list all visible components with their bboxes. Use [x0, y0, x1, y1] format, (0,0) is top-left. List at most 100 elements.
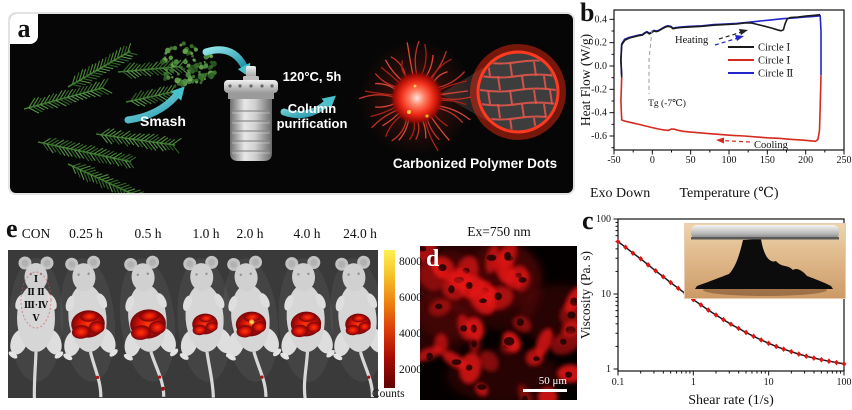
- cell-nucleus: [486, 254, 497, 261]
- particle-core: [390, 71, 444, 125]
- data-point: [826, 358, 832, 365]
- data-point: [773, 343, 779, 350]
- mouse-image: [222, 255, 282, 397]
- cell-nucleus: [465, 364, 473, 371]
- mouse-head: [234, 263, 258, 292]
- smash-step-label: Smash: [140, 113, 186, 129]
- cell-fluorescence-art: [420, 246, 577, 400]
- cell-nucleus: [460, 325, 468, 332]
- heating-annotation: Heating: [675, 35, 709, 46]
- panel-e-invivo-imaging: e CON 0.25 h 0.5 h 1.0 h 2.0 h 4.0 h 24.0 h Ⅰ Ⅱ…: [0, 212, 432, 410]
- cell-nucleus: [565, 371, 573, 378]
- panel-e-label: e: [6, 214, 18, 243]
- tick-label: 0.1: [612, 377, 625, 388]
- cell-nucleus: [494, 292, 502, 301]
- tail-speck: [158, 375, 162, 379]
- cell-nucleus: [471, 338, 477, 348]
- data-point: [751, 333, 757, 340]
- timepoint-label: 4.0 h: [293, 226, 321, 241]
- pine-branch: [95, 128, 182, 154]
- data-point: [758, 337, 764, 343]
- cell-nucleus: [521, 395, 528, 400]
- cell-body: [420, 262, 444, 292]
- tick-label: 50: [686, 155, 696, 166]
- mouse-tail: [149, 351, 166, 397]
- tail-speck: [95, 375, 100, 379]
- colorbar-unit: Counts: [372, 388, 405, 400]
- autoclave: [224, 66, 278, 161]
- scale-bar: [523, 389, 567, 392]
- panel-a-scheme: a Smash 120°C, 5h Column purification Ca…: [8, 12, 575, 195]
- mouse-head: [342, 263, 366, 292]
- tick-label: 1: [606, 364, 611, 375]
- mouse-imaging-strip: Ⅰ Ⅱ Ⅱ Ⅲ·Ⅳ Ⅴ: [8, 250, 378, 398]
- cell-nucleus: [451, 359, 462, 365]
- product-label: Carbonized Polymer Dots: [392, 156, 558, 171]
- purification-step-label: Column purification: [276, 101, 348, 131]
- fluorescence-blob: [192, 313, 218, 336]
- pine-branch: [67, 43, 138, 88]
- mouse-image: [330, 255, 378, 398]
- cell-body: [479, 350, 499, 372]
- tick-label: 200: [798, 155, 813, 166]
- timepoint-label: CON: [21, 226, 51, 241]
- tick-label: 10: [601, 289, 611, 300]
- excitation-title: Ex=750 nm: [467, 224, 531, 239]
- panel-a-label-tab: a: [10, 14, 38, 44]
- fluorescence-image: d 50 μm: [420, 246, 577, 400]
- cell-nucleus: [420, 246, 427, 252]
- cell-nucleus: [518, 276, 527, 283]
- smashed-leaves-pile: [159, 41, 217, 88]
- organ-numeral: Ⅰ: [34, 274, 38, 284]
- timepoint-label: 0.25 h: [69, 226, 103, 241]
- tg-annotation: Tg (-7℃): [648, 98, 686, 109]
- tick-label: 100: [596, 214, 611, 225]
- data-point: [721, 316, 726, 323]
- fluorescence-blob: [290, 311, 322, 338]
- mice-art: Ⅰ Ⅱ Ⅱ Ⅲ·Ⅳ Ⅴ: [8, 250, 378, 398]
- arrowhead: [321, 95, 336, 110]
- data-point: [788, 348, 794, 355]
- pine-branch: [37, 137, 137, 169]
- panel-d-cell-image: Ex=750 nm d 50 μm: [420, 220, 578, 402]
- mouse-tail: [358, 351, 375, 398]
- series-Circle-Ⅰ-cooling: [620, 75, 822, 143]
- timepoint-label: 0.5 h: [134, 226, 162, 241]
- cell-body: [499, 269, 519, 285]
- panel-c-label: c: [582, 206, 594, 235]
- black-gel-blob: [695, 239, 833, 289]
- b-y-axis-title: Heat Flow (W/g): [578, 34, 593, 126]
- data-point: [645, 262, 651, 268]
- zoomed-core: [470, 44, 566, 140]
- process-arrow: [202, 46, 248, 70]
- cell-nucleus: [435, 303, 443, 310]
- timepoint-label: 1.0 h: [192, 226, 220, 241]
- data-point: [705, 307, 711, 313]
- tick-label: 100: [722, 155, 737, 166]
- data-point: [660, 273, 666, 280]
- mouse-tail: [302, 351, 310, 398]
- process-arrow: [280, 100, 330, 119]
- cooling-arrow: [721, 139, 751, 143]
- tick-label: 0.2: [595, 38, 608, 49]
- fluorescence-blob: [345, 313, 371, 336]
- tick-label: -0.6: [591, 131, 607, 142]
- c-y-axis-title: Viscosity (Pa. s): [578, 251, 593, 339]
- mouse-tail: [32, 351, 38, 398]
- cooling-arrowhead: [716, 137, 724, 144]
- fluorescence-blob: [235, 311, 267, 338]
- data-point: [713, 312, 719, 318]
- data-point: [630, 250, 636, 256]
- data-point: [841, 361, 847, 367]
- panel-d-label: d: [426, 246, 440, 272]
- mouse-head: [24, 263, 48, 291]
- tick-label: 0.4: [595, 14, 608, 25]
- data-point: [668, 279, 674, 286]
- plate-edge: [691, 237, 839, 240]
- panel-b-label: b: [580, 0, 595, 27]
- cell-nucleus: [503, 337, 515, 346]
- colorbar-tick-label: 4000: [399, 328, 422, 340]
- data-point: [615, 238, 621, 245]
- tick-label: -0.2: [591, 84, 607, 95]
- cell-nucleus: [533, 356, 540, 362]
